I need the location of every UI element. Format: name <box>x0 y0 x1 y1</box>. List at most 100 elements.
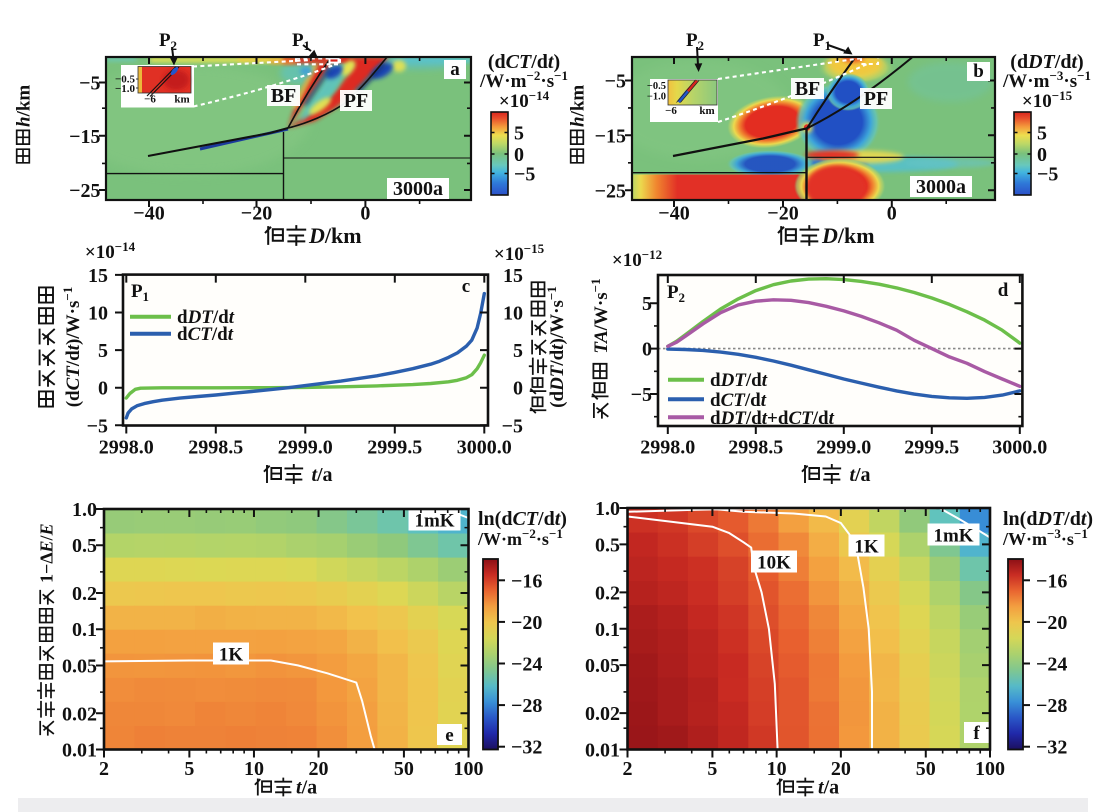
svg-text:h/km: h/km <box>568 85 589 127</box>
svg-text:1K: 1K <box>854 537 879 558</box>
svg-text:/W·m−3·s−1: /W·m−3·s−1 <box>1002 68 1091 92</box>
svg-text:0.2: 0.2 <box>595 582 620 604</box>
svg-text:0.02: 0.02 <box>585 703 620 725</box>
svg-text:5: 5 <box>184 758 194 780</box>
svg-text:0.01: 0.01 <box>62 740 97 762</box>
svg-text:5: 5 <box>98 340 108 362</box>
svg-text:50: 50 <box>394 758 414 780</box>
svg-text:0: 0 <box>1037 144 1047 166</box>
svg-text:0.2: 0.2 <box>72 583 97 605</box>
svg-text:0: 0 <box>642 339 652 361</box>
svg-text:3000a: 3000a <box>916 176 966 198</box>
svg-text:e: e <box>445 725 453 746</box>
svg-text:1−ΔE/E: 1−ΔE/E <box>37 523 57 583</box>
svg-text:−20: −20 <box>511 612 542 634</box>
svg-text:3000.0: 3000.0 <box>992 437 1047 459</box>
svg-text:/W·m−2·s−1: /W·m−2·s−1 <box>477 526 563 549</box>
svg-text:0.02: 0.02 <box>62 703 97 725</box>
svg-text:2999.5: 2999.5 <box>904 437 959 459</box>
svg-text:−16: −16 <box>1036 570 1067 592</box>
svg-text:f: f <box>973 723 980 744</box>
svg-text:0.5: 0.5 <box>72 535 97 557</box>
svg-text:−5: −5 <box>502 415 523 437</box>
svg-text:t/a: t/a <box>849 464 870 486</box>
svg-text:1mK: 1mK <box>414 511 454 532</box>
svg-text:−15: −15 <box>595 125 626 147</box>
svg-text:−5: −5 <box>514 164 535 186</box>
svg-text:3000.0: 3000.0 <box>457 437 512 459</box>
svg-text:(dCT/dt): (dCT/dt) <box>488 51 560 73</box>
svg-text:0.05: 0.05 <box>62 655 97 677</box>
svg-text:(dDT/dt)/W·s−1: (dDT/dt)/W·s−1 <box>544 286 568 408</box>
svg-text:−6: −6 <box>144 94 156 106</box>
svg-text:dCT/dt: dCT/dt <box>177 324 234 345</box>
svg-text:5: 5 <box>514 123 524 145</box>
svg-text:ln(dDT/dt): ln(dDT/dt) <box>1003 508 1093 530</box>
svg-text:−5: −5 <box>79 73 100 95</box>
svg-text:dDT/dt: dDT/dt <box>177 307 235 328</box>
svg-text:−24: −24 <box>1036 654 1067 676</box>
svg-text:t/a: t/a <box>818 777 839 799</box>
svg-text:dDT/dt: dDT/dt <box>710 370 768 391</box>
svg-text:dCT/dt: dCT/dt <box>710 390 767 411</box>
svg-text:100: 100 <box>975 758 1005 780</box>
svg-text:−16: −16 <box>511 570 542 592</box>
svg-text:a: a <box>450 59 460 80</box>
svg-text:2998.0: 2998.0 <box>640 437 695 459</box>
svg-text:(dDT/dt): (dDT/dt) <box>1010 51 1083 73</box>
svg-text:km: km <box>699 105 714 117</box>
svg-text:2999.0: 2999.0 <box>278 437 333 459</box>
svg-text:−0.5: −0.5 <box>115 74 136 86</box>
svg-text:2998.5: 2998.5 <box>188 437 243 459</box>
svg-text:−20: −20 <box>241 203 272 225</box>
svg-text:5: 5 <box>707 758 717 780</box>
svg-text:−25: −25 <box>69 180 100 202</box>
svg-text:15: 15 <box>88 265 108 287</box>
svg-text:0.05: 0.05 <box>585 655 620 677</box>
svg-text:c: c <box>462 276 470 297</box>
svg-text:km: km <box>174 94 189 106</box>
svg-text:10: 10 <box>88 303 108 325</box>
svg-text:2998.5: 2998.5 <box>728 437 783 459</box>
svg-text:−28: −28 <box>511 695 542 717</box>
svg-text:1.0: 1.0 <box>595 498 620 520</box>
svg-text:0.1: 0.1 <box>72 619 97 641</box>
svg-text:−24: −24 <box>511 654 542 676</box>
svg-text:BF: BF <box>271 85 297 107</box>
svg-text:5: 5 <box>513 340 523 362</box>
svg-text:−1.0: −1.0 <box>647 92 666 103</box>
svg-text:−5: −5 <box>631 384 652 406</box>
svg-text:2999.5: 2999.5 <box>367 437 422 459</box>
svg-text:−6: −6 <box>665 105 677 117</box>
svg-text:PF: PF <box>344 90 368 112</box>
svg-text:−40: −40 <box>133 203 164 225</box>
svg-text:(dCT/dt)/W·s−1: (dCT/dt)/W·s−1 <box>60 287 84 408</box>
svg-text:2: 2 <box>623 758 633 780</box>
svg-text:15: 15 <box>503 265 523 287</box>
svg-text:0: 0 <box>360 203 370 225</box>
svg-text:b: b <box>973 61 984 82</box>
svg-text:t/a: t/a <box>296 777 317 799</box>
svg-text:2: 2 <box>99 758 109 780</box>
svg-text:−0.5: −0.5 <box>647 81 666 92</box>
svg-text:d: d <box>998 280 1009 301</box>
svg-text:2998.0: 2998.0 <box>99 437 154 459</box>
svg-text:PF: PF <box>864 88 888 110</box>
svg-text:BF: BF <box>795 78 821 100</box>
svg-text:0.01: 0.01 <box>585 740 620 762</box>
svg-text:h/km: h/km <box>14 85 35 127</box>
svg-text:100: 100 <box>454 758 484 780</box>
svg-text:−5: −5 <box>87 415 108 437</box>
svg-text:10: 10 <box>244 758 264 780</box>
svg-text:5: 5 <box>1037 123 1047 145</box>
svg-text:−5: −5 <box>1037 164 1058 186</box>
svg-text:dDT/dt+dCT/dt: dDT/dt+dCT/dt <box>710 408 835 429</box>
svg-text:10: 10 <box>503 303 523 325</box>
svg-text:−40: −40 <box>658 203 689 225</box>
svg-text:0: 0 <box>514 144 524 166</box>
svg-text:−32: −32 <box>511 737 542 759</box>
svg-text:0.5: 0.5 <box>595 534 620 556</box>
svg-text:−5: −5 <box>605 71 626 93</box>
svg-text:t/a: t/a <box>311 464 332 486</box>
svg-text:−20: −20 <box>1036 612 1067 634</box>
